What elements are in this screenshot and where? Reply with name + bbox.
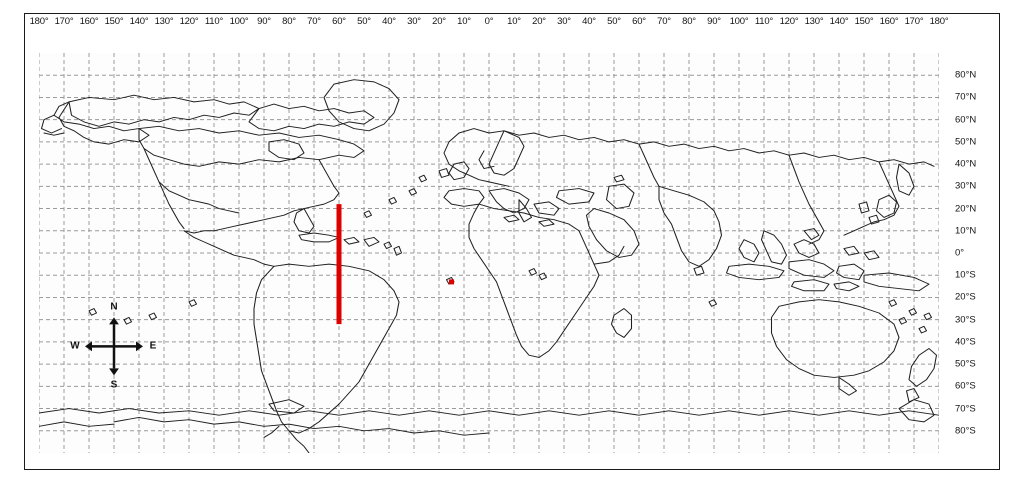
compass-arrow-head: [109, 368, 119, 376]
longitude-tick-label: 90°: [707, 16, 721, 27]
coastlines: [39, 79, 939, 453]
longitude-tick-label: 150°: [854, 16, 874, 27]
compass-arrow-head: [109, 317, 119, 325]
latitude-tick-label: 60°S: [955, 380, 976, 392]
longitude-tick-label: 170°: [904, 16, 924, 27]
compass-arrow-head: [85, 341, 92, 352]
map-markers[interactable]: [39, 53, 939, 453]
longitude-tick-label: 100°: [229, 16, 249, 27]
latitude-tick-label: 40°S: [955, 336, 976, 348]
longitude-tick-label: 10°: [507, 16, 521, 27]
longitude-tick-label: 70°: [307, 16, 321, 27]
compass-rose: N S E W: [39, 53, 939, 453]
latitude-tick-label: 50°S: [955, 358, 976, 370]
latitude-tick-label: 20°N: [955, 203, 977, 215]
latitude-tick-label: 30°N: [955, 180, 977, 192]
map-frame: 180° 170° 160° 150° 140° 130° 120° 110° 100° 90° 8…: [24, 13, 1000, 470]
longitude-tick-label: 10°: [457, 16, 471, 27]
longitude-tick-label: 110°: [754, 16, 774, 27]
longitude-tick-label: 120°: [779, 16, 799, 27]
longitude-tick-label: 160°: [79, 16, 99, 27]
longitude-tick-label: 30°: [557, 16, 571, 27]
latitude-tick-label: 60°N: [955, 114, 977, 126]
map-plot-area[interactable]: N S E W: [39, 53, 939, 453]
longitude-tick-label: 70°: [657, 16, 671, 27]
longitude-tick-label: 130°: [154, 16, 174, 27]
compass-arrows-icon: [85, 317, 143, 376]
longitude-tick-label: 140°: [829, 16, 849, 27]
compass-south-label: S: [110, 379, 118, 391]
latitude-tick-label: 20°S: [955, 291, 976, 303]
graticule-grid: [39, 53, 939, 453]
longitude-tick-label: 160°: [879, 16, 899, 27]
longitude-tick-label: 40°: [582, 16, 596, 27]
longitude-tick-label: 20°: [432, 16, 446, 27]
red-point[interactable]: [449, 279, 454, 285]
longitude-tick-label: 30°: [407, 16, 421, 27]
longitude-tick-label: 50°: [357, 16, 371, 27]
longitude-tick-label: 150°: [104, 16, 124, 27]
compass-arrow-head: [136, 341, 143, 352]
latitude-tick-label: 50°N: [955, 136, 977, 148]
latitude-tick-label: 70°N: [955, 91, 977, 103]
latitude-axis: 80°N 70°N 60°N 50°N 40°N 30°N 20°N 10°N 0° 10°S 20…: [951, 14, 997, 471]
longitude-tick-label: 110°: [204, 16, 224, 27]
longitude-tick-label: 90°: [257, 16, 271, 27]
longitude-tick-label: 60°: [332, 16, 346, 27]
longitude-tick-label: 120°: [179, 16, 199, 27]
compass-east-label: E: [149, 340, 157, 352]
longitude-tick-label: 180°: [29, 16, 49, 27]
latitude-tick-label: 30°S: [955, 314, 976, 326]
longitude-axis: 180° 170° 160° 150° 140° 130° 120° 110° 100° 90° 8…: [25, 16, 1001, 36]
longitude-tick-label: 40°: [382, 16, 396, 27]
latitude-tick-label: 10°N: [955, 225, 977, 237]
latitude-tick-label: 0°: [955, 247, 965, 259]
longitude-tick-label: 140°: [129, 16, 149, 27]
longitude-tick-label: 50°: [607, 16, 621, 27]
longitude-tick-label: 100°: [729, 16, 749, 27]
longitude-tick-label: 60°: [632, 16, 646, 27]
latitude-tick-label: 40°N: [955, 158, 977, 170]
compass-west-label: W: [70, 340, 80, 352]
longitude-tick-label: 80°: [682, 16, 696, 27]
longitude-tick-label: 20°: [532, 16, 546, 27]
latitude-tick-label: 10°S: [955, 269, 976, 281]
longitude-tick-label: 80°: [282, 16, 296, 27]
longitude-tick-label: 170°: [54, 16, 74, 27]
latitude-tick-label: 80°N: [955, 69, 977, 81]
longitude-tick-label: 0°: [484, 16, 494, 27]
longitude-tick-label: 180°: [929, 16, 949, 27]
longitude-tick-label: 130°: [804, 16, 824, 27]
compass-north-label: N: [110, 301, 118, 313]
latitude-tick-label: 80°S: [955, 425, 976, 437]
latitude-tick-label: 70°S: [955, 403, 976, 415]
